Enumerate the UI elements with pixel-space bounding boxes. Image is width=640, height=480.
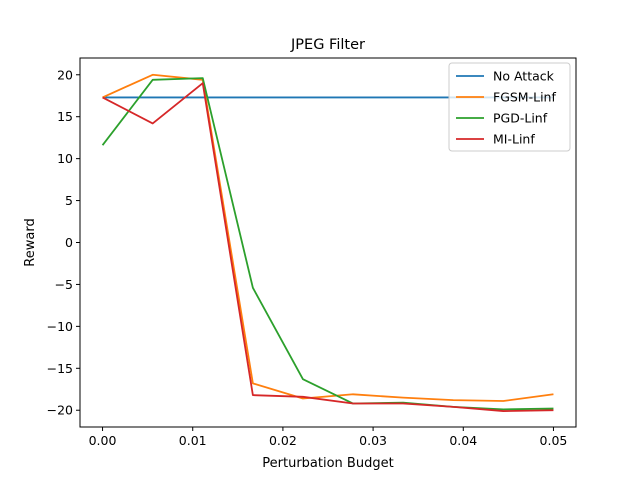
y-tick-label: 5 bbox=[65, 193, 73, 208]
legend-label-fgsm-linf: FGSM-Linf bbox=[493, 90, 556, 105]
y-tick-label: 10 bbox=[57, 151, 73, 166]
legend-label-mi-linf: MI-Linf bbox=[493, 132, 535, 147]
legend-box bbox=[448, 62, 571, 152]
legend: No Attack FGSM-Linf PGD-Linf MI-Linf bbox=[448, 62, 571, 152]
y-axis-label: Reward bbox=[23, 218, 38, 266]
x-tick-label: 0.05 bbox=[540, 433, 568, 448]
y-axis-ticks: −20 −15 −10 −5 0 5 10 15 20 bbox=[47, 67, 80, 418]
x-tick-label: 0.01 bbox=[179, 433, 207, 448]
series-line-fgsm-linf bbox=[102, 73, 554, 402]
x-tick-label: 0.00 bbox=[89, 433, 117, 448]
y-tick-label: −20 bbox=[47, 403, 73, 418]
legend-label-pgd-linf: PGD-Linf bbox=[493, 111, 548, 126]
plot-frame bbox=[79, 57, 577, 428]
y-tick-label: 0 bbox=[65, 235, 73, 250]
series-line-mi-linf bbox=[102, 82, 554, 412]
legend-label-no-attack: No Attack bbox=[493, 69, 555, 84]
y-tick-label: 20 bbox=[57, 67, 73, 82]
y-tick-label: −5 bbox=[55, 277, 73, 292]
x-tick-label: 0.02 bbox=[269, 433, 297, 448]
chart-title: JPEG Filter bbox=[290, 37, 365, 53]
y-tick-label: −10 bbox=[47, 319, 73, 334]
plot-area bbox=[101, 73, 554, 412]
x-tick-label: 0.04 bbox=[449, 433, 477, 448]
x-axis-ticks: 0.00 0.01 0.02 0.03 0.04 0.05 bbox=[89, 427, 568, 448]
y-tick-label: −15 bbox=[47, 361, 73, 376]
x-axis-label: Perturbation Budget bbox=[262, 456, 393, 471]
y-tick-label: 15 bbox=[57, 109, 73, 124]
x-tick-label: 0.03 bbox=[359, 433, 387, 448]
